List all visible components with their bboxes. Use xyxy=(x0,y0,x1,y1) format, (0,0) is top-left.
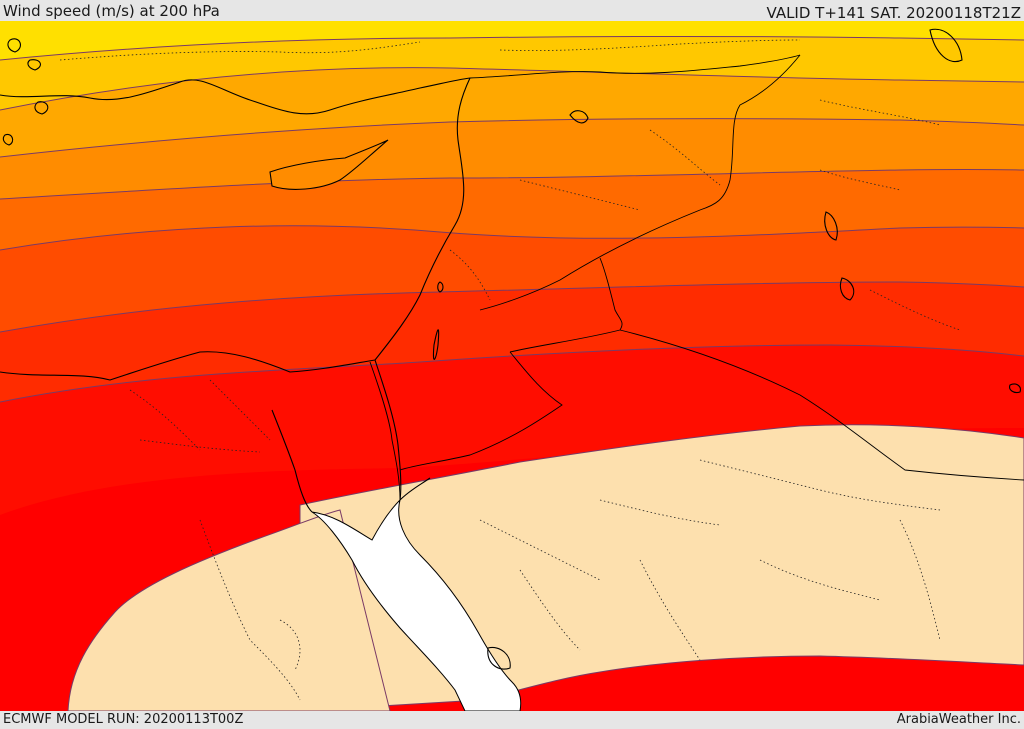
coastlines xyxy=(0,28,1021,670)
red-sea xyxy=(311,498,522,711)
country-borders xyxy=(369,54,1024,501)
map-title: Wind speed (m/s) at 200 hPa xyxy=(3,2,220,20)
wind-speed-map[interactable] xyxy=(0,21,1024,711)
calm-region-egypt xyxy=(67,509,391,711)
model-run-label: ECMWF MODEL RUN: 20200113T00Z xyxy=(3,712,244,727)
map-footer: ECMWF MODEL RUN: 20200113T00Z ArabiaWeat… xyxy=(0,711,1024,729)
province-borders xyxy=(59,39,961,701)
valid-time-label: VALID T+141 SAT. 20200118T21Z xyxy=(766,4,1021,22)
credit-label: ArabiaWeather Inc. xyxy=(896,712,1021,727)
band-1 xyxy=(0,21,1024,60)
map-header: Wind speed (m/s) at 200 hPa VALID T+141 … xyxy=(0,0,1024,22)
band-2 xyxy=(0,21,1024,110)
map-canvas xyxy=(0,21,1024,711)
